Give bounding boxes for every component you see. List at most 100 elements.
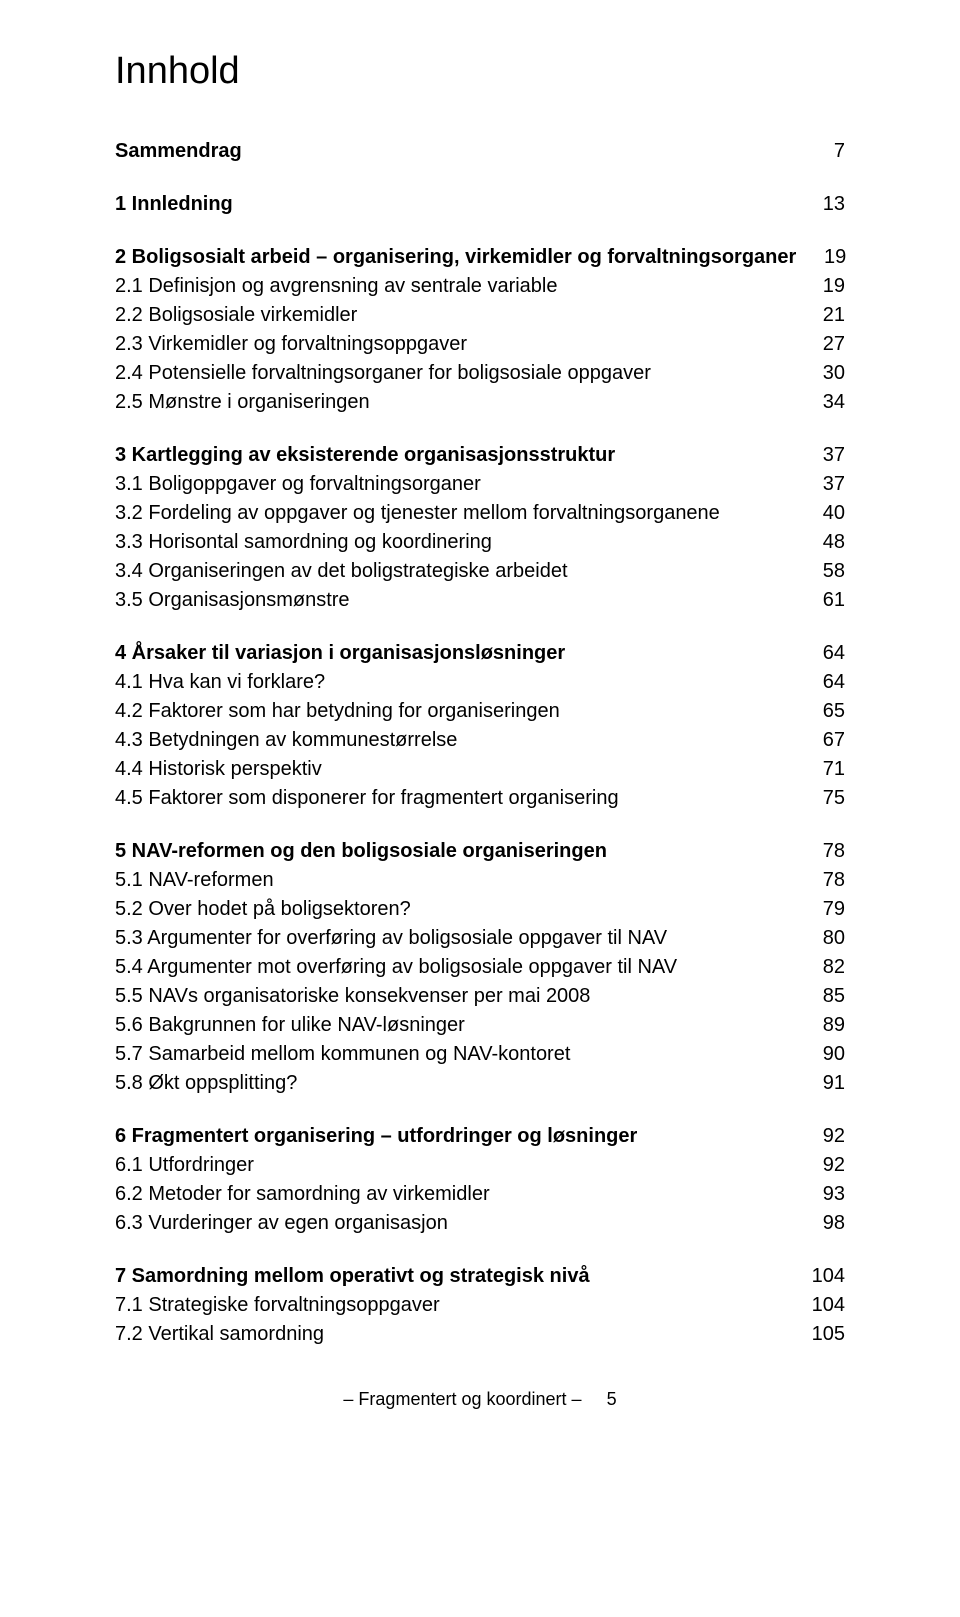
toc-page-number: 75 (807, 784, 845, 813)
toc-label: 4.2 Faktorer som har betydning for organ… (115, 697, 560, 726)
toc-label: 7.2 Vertikal samordning (115, 1320, 324, 1349)
toc-row: 4.5 Faktorer som disponerer for fragment… (115, 784, 845, 813)
toc-label: 5.4 Argumenter mot overføring av boligso… (115, 953, 677, 982)
toc-page-number: 67 (807, 726, 845, 755)
toc-row: 5.5 NAVs organisatoriske konsekvenser pe… (115, 982, 845, 1011)
toc-page-number: 65 (807, 697, 845, 726)
toc-label: 1 Innledning (115, 190, 233, 219)
toc-label: 2 Boligsosialt arbeid – organisering, vi… (115, 243, 796, 272)
toc-page-number: 58 (807, 557, 845, 586)
page-title: Innhold (115, 50, 845, 93)
toc-row: 5.7 Samarbeid mellom kommunen og NAV-kon… (115, 1040, 845, 1069)
toc-page-number: 30 (807, 359, 845, 388)
toc-page-number: 40 (807, 499, 845, 528)
toc-row: 4.1 Hva kan vi forklare?64 (115, 668, 845, 697)
toc-row: 6.2 Metoder for samordning av virkemidle… (115, 1180, 845, 1209)
toc-label: 4 Årsaker til variasjon i organisasjonsl… (115, 639, 565, 668)
toc-label: 3.4 Organiseringen av det boligstrategis… (115, 557, 568, 586)
toc-page-number: 105 (807, 1320, 845, 1349)
toc-row: 7.1 Strategiske forvaltningsoppgaver 104 (115, 1291, 845, 1320)
toc-page-number: 92 (807, 1151, 845, 1180)
toc-row: 1 Innledning 13 (115, 190, 845, 219)
toc-row: 5.8 Økt oppsplitting?91 (115, 1069, 845, 1098)
toc-row: 5.3 Argumenter for overføring av boligso… (115, 924, 845, 953)
toc-page-number: 64 (807, 639, 845, 668)
toc-row: 3.3 Horisontal samordning og koordinerin… (115, 528, 845, 557)
toc-page-number: 80 (807, 924, 845, 953)
toc-row: 6.1 Utfordringer92 (115, 1151, 845, 1180)
toc-row: 4.2 Faktorer som har betydning for organ… (115, 697, 845, 726)
toc-row: 3.4 Organiseringen av det boligstrategis… (115, 557, 845, 586)
toc-row: 3.1 Boligoppgaver og forvaltningsorganer… (115, 470, 845, 499)
toc-row: 2 Boligsosialt arbeid – organisering, vi… (115, 243, 845, 272)
toc-label: 5.7 Samarbeid mellom kommunen og NAV-kon… (115, 1040, 570, 1069)
toc-label: 3.1 Boligoppgaver og forvaltningsorganer (115, 470, 481, 499)
toc-section: 4 Årsaker til variasjon i organisasjonsl… (115, 639, 845, 813)
page-footer: – Fragmentert og koordinert – 5 (115, 1389, 845, 1410)
toc-label: 5.1 NAV-reformen (115, 866, 274, 895)
toc-label: 7 Samordning mellom operativt og strateg… (115, 1262, 590, 1291)
table-of-contents: Sammendrag7 1 Innledning 13 2 Boligsosialt … (115, 137, 845, 1349)
toc-label: 2.2 Boligsosiale virkemidler (115, 301, 357, 330)
toc-section: 3 Kartlegging av eksisterende organisasj… (115, 441, 845, 615)
toc-page-number: 92 (807, 1122, 845, 1151)
toc-page-number: 71 (807, 755, 845, 784)
toc-section: 7 Samordning mellom operativt og strateg… (115, 1262, 845, 1349)
toc-row: 5 NAV-reformen og den boligsosiale organ… (115, 837, 845, 866)
toc-page-number: 7 (807, 137, 845, 166)
toc-label: 4.4 Historisk perspektiv (115, 755, 322, 784)
toc-label: 2.1 Definisjon og avgrensning av sentral… (115, 272, 558, 301)
toc-label: 6.3 Vurderinger av egen organisasjon (115, 1209, 448, 1238)
toc-page-number: 98 (807, 1209, 845, 1238)
toc-label: 5.8 Økt oppsplitting? (115, 1069, 297, 1098)
toc-label: 3.2 Fordeling av oppgaver og tjenester m… (115, 499, 720, 528)
toc-section: 1 Innledning 13 (115, 190, 845, 219)
toc-row: 5.4 Argumenter mot overføring av boligso… (115, 953, 845, 982)
toc-page-number: 34 (807, 388, 845, 417)
toc-section: 2 Boligsosialt arbeid – organisering, vi… (115, 243, 845, 417)
toc-row: 5.2 Over hodet på boligsektoren? 79 (115, 895, 845, 924)
toc-page-number: 78 (807, 837, 845, 866)
toc-row: 7.2 Vertikal samordning 105 (115, 1320, 845, 1349)
toc-label: 2.5 Mønstre i organiseringen (115, 388, 370, 417)
toc-page-number: 19 (807, 272, 845, 301)
toc-label: 5.6 Bakgrunnen for ulike NAV-løsninger (115, 1011, 465, 1040)
footer-text: – Fragmentert og koordinert – (343, 1389, 581, 1409)
toc-page-number: 37 (807, 441, 845, 470)
toc-label: 3.5 Organisasjonsmønstre (115, 586, 350, 615)
toc-row: 2.1 Definisjon og avgrensning av sentral… (115, 272, 845, 301)
toc-row: 2.2 Boligsosiale virkemidler 21 (115, 301, 845, 330)
toc-label: 5.5 NAVs organisatoriske konsekvenser pe… (115, 982, 590, 1011)
toc-label: 2.3 Virkemidler og forvaltningsoppgaver (115, 330, 467, 359)
toc-row: 4 Årsaker til variasjon i organisasjonsl… (115, 639, 845, 668)
toc-row: 2.5 Mønstre i organiseringen 34 (115, 388, 845, 417)
toc-page-number: 21 (807, 301, 845, 330)
toc-page-number: 104 (807, 1262, 845, 1291)
toc-page-number: 27 (807, 330, 845, 359)
toc-page-number: 13 (807, 190, 845, 219)
toc-page-number: 61 (807, 586, 845, 615)
toc-label: 2.4 Potensielle forvaltningsorganer for … (115, 359, 651, 388)
page-container: Innhold Sammendrag7 1 Innledning 13 2 Bolig… (0, 0, 960, 1450)
toc-page-number: 79 (807, 895, 845, 924)
toc-page-number: 19 (808, 243, 846, 272)
toc-row: 7 Samordning mellom operativt og strateg… (115, 1262, 845, 1291)
toc-row: Sammendrag7 (115, 137, 845, 166)
toc-row: 5.1 NAV-reformen78 (115, 866, 845, 895)
toc-label: 7.1 Strategiske forvaltningsoppgaver (115, 1291, 440, 1320)
toc-page-number: 90 (807, 1040, 845, 1069)
toc-row: 3.2 Fordeling av oppgaver og tjenester m… (115, 499, 845, 528)
toc-section: 5 NAV-reformen og den boligsosiale organ… (115, 837, 845, 1098)
toc-label: 4.5 Faktorer som disponerer for fragment… (115, 784, 619, 813)
toc-label: 5.3 Argumenter for overføring av boligso… (115, 924, 667, 953)
toc-row: 6 Fragmentert organisering – utfordringe… (115, 1122, 845, 1151)
toc-row: 4.4 Historisk perspektiv 71 (115, 755, 845, 784)
toc-label: 5.2 Over hodet på boligsektoren? (115, 895, 411, 924)
toc-page-number: 104 (807, 1291, 845, 1320)
toc-row: 5.6 Bakgrunnen for ulike NAV-løsninger 89 (115, 1011, 845, 1040)
toc-page-number: 93 (807, 1180, 845, 1209)
toc-label: 4.3 Betydningen av kommunestørrelse (115, 726, 457, 755)
toc-row: 4.3 Betydningen av kommunestørrelse 67 (115, 726, 845, 755)
toc-page-number: 89 (807, 1011, 845, 1040)
toc-page-number: 85 (807, 982, 845, 1011)
